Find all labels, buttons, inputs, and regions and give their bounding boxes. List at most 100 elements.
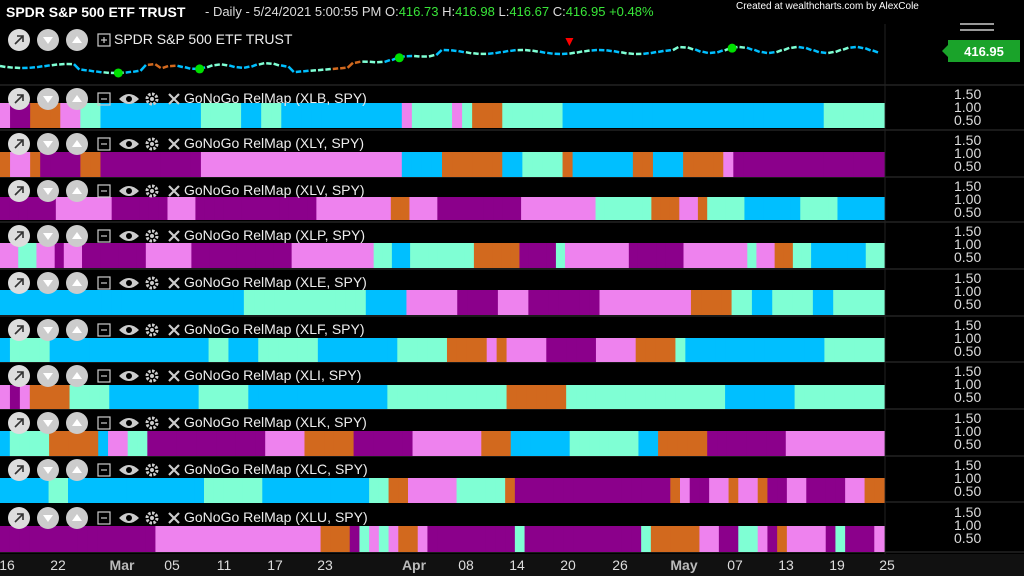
gear-icon[interactable]: [144, 510, 160, 526]
collapse-icon[interactable]: [96, 183, 112, 199]
chevron-up-icon[interactable]: [66, 225, 88, 247]
expand-icon[interactable]: [8, 507, 30, 529]
collapse-icon[interactable]: [96, 368, 112, 384]
relmap-cell: [683, 243, 694, 268]
menu-icon[interactable]: [960, 22, 994, 32]
collapse-icon[interactable]: [96, 136, 112, 152]
expand-icon[interactable]: [8, 133, 30, 155]
close-icon[interactable]: [166, 136, 182, 152]
chevron-down-icon[interactable]: [37, 180, 59, 202]
relmap-cell: [91, 243, 101, 268]
chevron-up-icon[interactable]: [66, 365, 88, 387]
chevron-down-icon[interactable]: [37, 225, 59, 247]
eye-icon[interactable]: [118, 415, 140, 431]
relmap-cell: [482, 103, 493, 128]
y-tick-label: 0.50: [954, 436, 982, 452]
close-icon[interactable]: [166, 228, 182, 244]
chevron-up-icon[interactable]: [66, 180, 88, 202]
expand-icon[interactable]: [8, 225, 30, 247]
gear-icon[interactable]: [144, 91, 160, 107]
eye-icon[interactable]: [118, 462, 140, 478]
relmap-cell: [331, 152, 343, 177]
chevron-down-icon[interactable]: [37, 272, 59, 294]
chevron-up-icon[interactable]: [66, 412, 88, 434]
relmap-cell: [392, 431, 404, 456]
chevron-down-icon[interactable]: [37, 365, 59, 387]
chevron-down-icon[interactable]: [37, 412, 59, 434]
collapse-icon[interactable]: [96, 322, 112, 338]
gear-icon[interactable]: [144, 368, 160, 384]
relmap-cell: [261, 103, 272, 128]
gear-icon[interactable]: [144, 228, 160, 244]
relmap-cell: [835, 526, 846, 552]
price-line-segment: [184, 65, 191, 70]
relmap-cell: [514, 478, 526, 503]
eye-icon[interactable]: [118, 228, 140, 244]
y-tick-label: 1.00: [954, 330, 982, 346]
collapse-icon[interactable]: [96, 462, 112, 478]
gear-icon[interactable]: [144, 275, 160, 291]
eye-icon[interactable]: [118, 183, 140, 199]
chevron-up-icon[interactable]: [66, 272, 88, 294]
chevron-down-icon[interactable]: [37, 29, 59, 51]
expand-icon[interactable]: [8, 365, 30, 387]
expand-icon[interactable]: [8, 272, 30, 294]
relmap-cell: [774, 243, 785, 268]
close-icon[interactable]: [166, 510, 182, 526]
expand-icon[interactable]: [8, 88, 30, 110]
expand-icon[interactable]: [8, 459, 30, 481]
eye-icon[interactable]: [118, 322, 140, 338]
chevron-down-icon[interactable]: [37, 459, 59, 481]
close-icon[interactable]: [166, 415, 182, 431]
relmap-cell: [474, 197, 485, 220]
chevron-up-icon[interactable]: [66, 507, 88, 529]
gear-icon[interactable]: [144, 183, 160, 199]
close-icon[interactable]: [166, 91, 182, 107]
y-tick-label: 1.50: [954, 410, 982, 426]
relmap-cell: [582, 478, 594, 503]
close-icon[interactable]: [166, 183, 182, 199]
chevron-down-icon[interactable]: [37, 507, 59, 529]
relmap-cell: [391, 152, 403, 177]
collapse-icon[interactable]: [96, 275, 112, 291]
relmap-cell: [213, 526, 225, 552]
eye-icon[interactable]: [118, 136, 140, 152]
gear-icon[interactable]: [144, 462, 160, 478]
expand-icon[interactable]: [8, 29, 30, 51]
chevron-up-icon[interactable]: [66, 133, 88, 155]
collapse-icon[interactable]: [96, 228, 112, 244]
collapse-icon[interactable]: [96, 91, 112, 107]
chevron-down-icon[interactable]: [37, 88, 59, 110]
gear-icon[interactable]: [144, 415, 160, 431]
expand-icon[interactable]: [8, 319, 30, 341]
chevron-up-icon[interactable]: [66, 319, 88, 341]
chevron-down-icon[interactable]: [37, 133, 59, 155]
relmap-cell: [194, 526, 205, 552]
collapse-icon[interactable]: [96, 32, 112, 48]
close-icon[interactable]: [166, 462, 182, 478]
close-icon[interactable]: [166, 275, 182, 291]
expand-icon[interactable]: [8, 180, 30, 202]
relmap-cell: [670, 478, 681, 503]
close-icon[interactable]: [166, 322, 182, 338]
relmap-cell: [147, 431, 158, 456]
expand-icon[interactable]: [8, 412, 30, 434]
eye-icon[interactable]: [118, 510, 140, 526]
eye-icon[interactable]: [118, 91, 140, 107]
eye-icon[interactable]: [118, 275, 140, 291]
chevron-up-icon[interactable]: [66, 88, 88, 110]
relmap-cell: [674, 243, 685, 268]
gear-icon[interactable]: [144, 322, 160, 338]
chevron-up-icon[interactable]: [66, 29, 88, 51]
collapse-icon[interactable]: [96, 510, 112, 526]
close-icon[interactable]: [166, 368, 182, 384]
chevron-down-icon[interactable]: [37, 319, 59, 341]
relmap-cell: [465, 197, 476, 220]
collapse-icon[interactable]: [96, 415, 112, 431]
relmap-cell: [174, 478, 186, 503]
chevron-up-icon[interactable]: [66, 459, 88, 481]
gear-icon[interactable]: [144, 136, 160, 152]
relmap-cell: [735, 197, 746, 220]
eye-icon[interactable]: [118, 368, 140, 384]
relmap-y-axis: 1.50 1.00 0.50: [954, 179, 981, 219]
